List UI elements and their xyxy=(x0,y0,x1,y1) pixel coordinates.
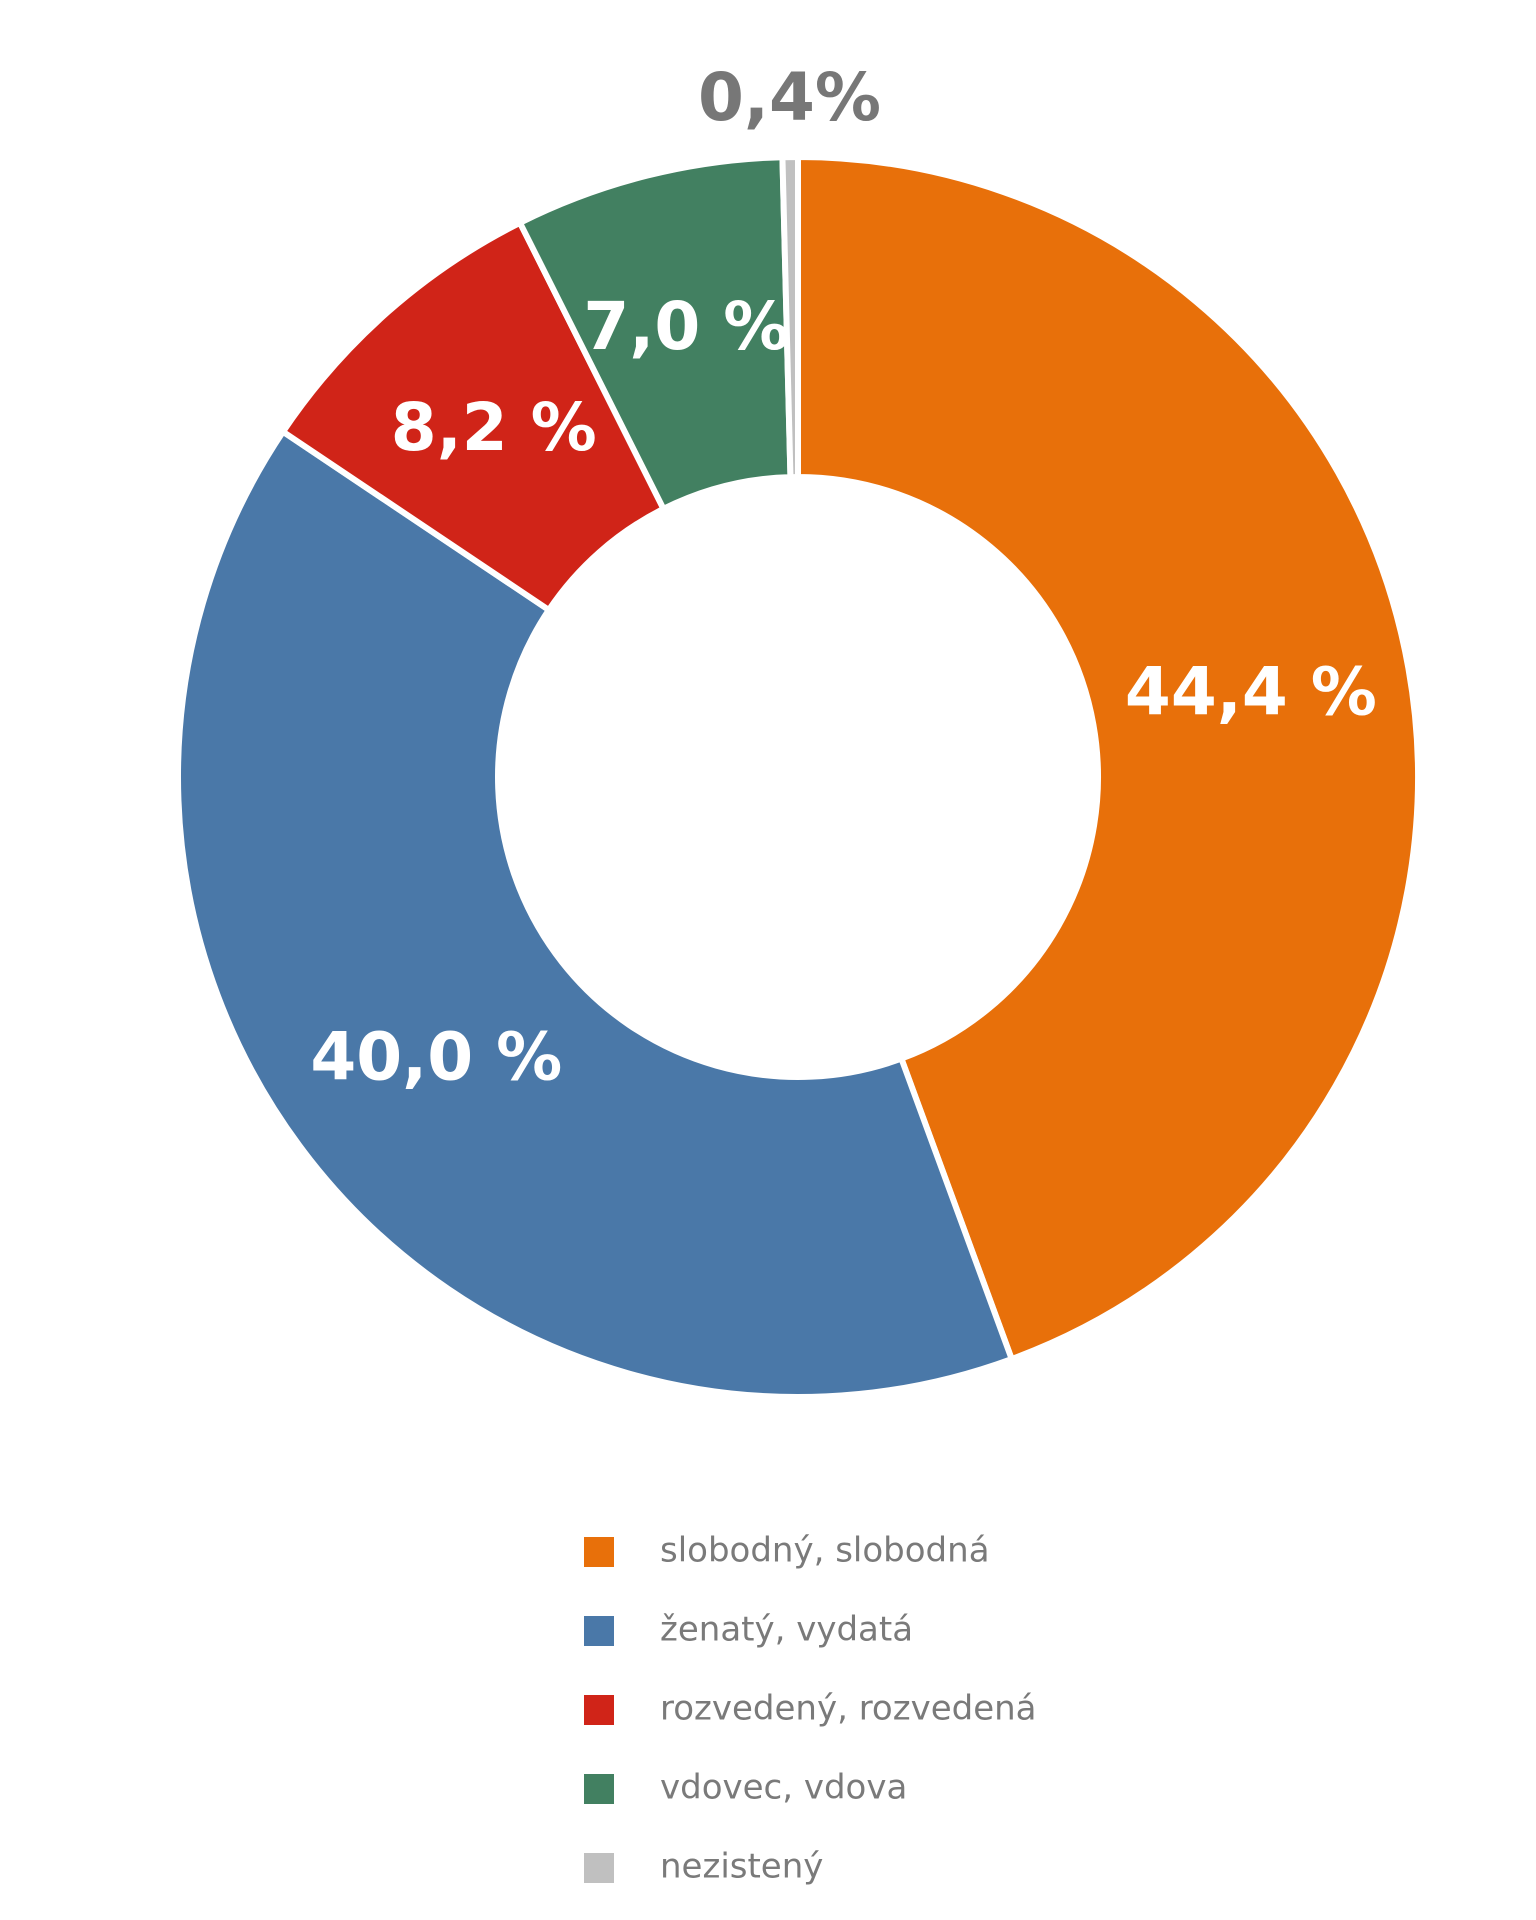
slice xyxy=(779,153,801,481)
slice xyxy=(175,427,1016,1400)
value-label: 7,0 % xyxy=(583,288,789,365)
legend-swatch xyxy=(584,1774,614,1804)
legend-swatch xyxy=(584,1695,614,1725)
legend-swatch xyxy=(584,1853,614,1883)
legend-label: ženatý, vydatá xyxy=(660,1610,913,1650)
value-label: 44,4 % xyxy=(1125,654,1377,731)
legend-label: nezistený xyxy=(660,1847,823,1887)
slice xyxy=(795,153,1421,1363)
legend-swatch xyxy=(584,1537,614,1567)
legend-label: vdovec, vdova xyxy=(660,1768,907,1808)
value-label: 0,4% xyxy=(698,59,881,136)
legend-swatch xyxy=(584,1616,614,1646)
legend-label: slobodný, slobodná xyxy=(660,1531,990,1571)
value-label: 40,0 % xyxy=(310,1018,562,1095)
legend-label: rozvedený, rozvedená xyxy=(660,1689,1037,1729)
value-label: 8,2 % xyxy=(391,389,597,466)
